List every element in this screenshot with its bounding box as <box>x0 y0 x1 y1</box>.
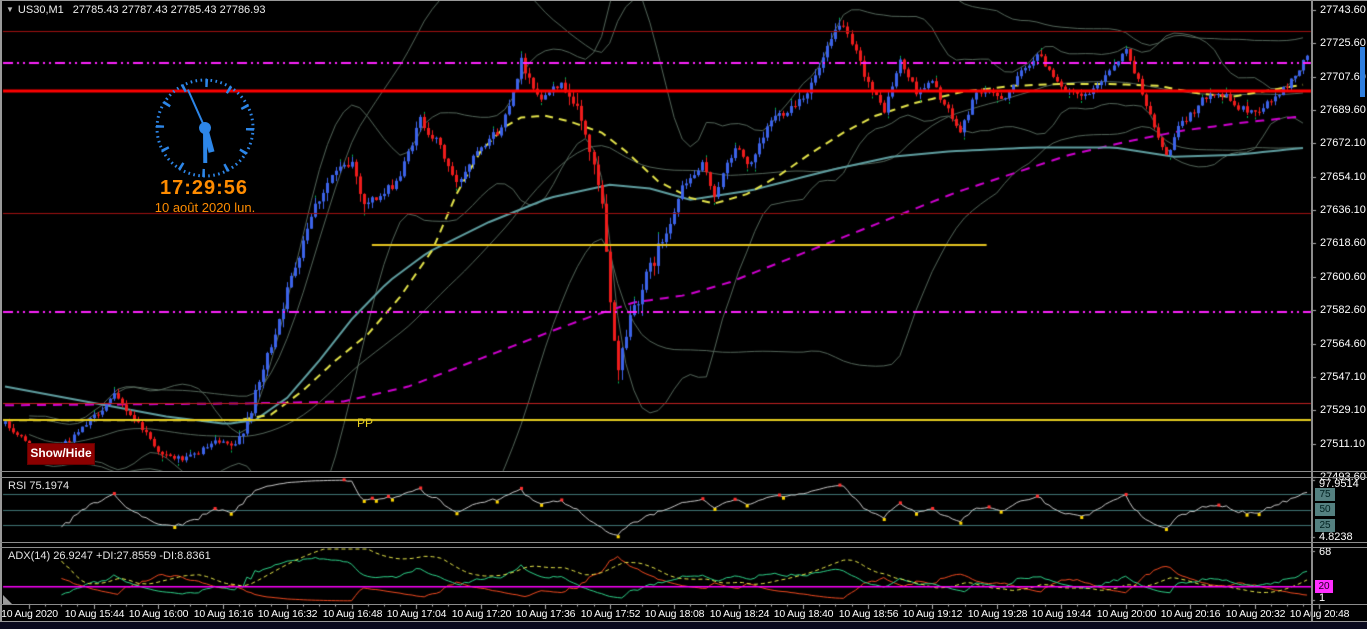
top-border <box>0 0 1367 1</box>
rsi-level-50-box: 50 <box>1315 503 1335 516</box>
adx-axis-max: 68 <box>1319 546 1332 558</box>
price-axis-label: 27725.60 <box>1320 36 1366 49</box>
main-rsi-splitter-bottom[interactable] <box>0 477 1367 478</box>
rsi-level-25-box: 25 <box>1315 519 1335 532</box>
time-axis-label: 10 Aug 17:20 <box>451 608 512 620</box>
rsi-level-75-box: 75 <box>1315 488 1335 501</box>
price-axis-label: 27600.60 <box>1320 270 1366 283</box>
time-axis-label: 10 Aug 20:16 <box>1160 608 1221 620</box>
time-axis-label: 10 Aug 19:28 <box>967 608 1028 620</box>
chart-title: ▼ US30,M1 27785.43 27787.43 27785.43 27786… <box>6 4 265 16</box>
clock-face-icon <box>155 78 255 178</box>
window-bottom-strip <box>0 622 1367 629</box>
scrollbar-thumb[interactable] <box>1360 47 1365 97</box>
time-axis-label: 10 Aug 17:04 <box>386 608 447 620</box>
symbol-dropdown-icon[interactable]: ▼ <box>6 5 14 14</box>
time-axis-label: 10 Aug 16:32 <box>257 608 318 620</box>
price-axis-label: 27654.10 <box>1320 170 1366 183</box>
price-axis-label: 27672.10 <box>1320 136 1366 149</box>
time-axis-label: 10 Aug 16:48 <box>322 608 383 620</box>
price-axis-label: 27529.10 <box>1320 403 1366 416</box>
main-rsi-splitter-top[interactable] <box>0 471 1367 472</box>
show-hide-button[interactable]: Show/Hide <box>27 443 95 465</box>
time-axis-label: 10 Aug 17:52 <box>580 608 641 620</box>
symbol-label: US30,M1 <box>17 4 64 16</box>
adx-level-20-box: 20 <box>1315 580 1333 593</box>
time-axis-label: 10 Aug 17:36 <box>515 608 576 620</box>
clock-digital-time: 17:29:56 <box>159 177 249 199</box>
time-axis-label: 10 Aug 20:32 <box>1225 608 1286 620</box>
price-axis-label: 27636.10 <box>1320 203 1366 216</box>
time-axis-label: 10 Aug 2020 <box>1 608 58 620</box>
time-axis-label: 10 Aug 19:44 <box>1031 608 1092 620</box>
price-axis-label: 27582.60 <box>1320 303 1366 316</box>
price-axis-label: 27511.10 <box>1320 437 1366 450</box>
time-axis-label: 10 Aug 18:24 <box>709 608 770 620</box>
time-axis-label: 10 Aug 20:00 <box>1096 608 1157 620</box>
panel-resize-grip-icon[interactable] <box>3 595 12 604</box>
rsi-axis-min: 4.8238 <box>1319 531 1353 543</box>
axis-separator[interactable] <box>1311 0 1313 621</box>
time-axis-label: 10 Aug 16:16 <box>193 608 254 620</box>
bottom-border <box>0 621 1367 622</box>
price-axis-label: 27618.60 <box>1320 236 1366 249</box>
time-axis-border <box>0 604 1367 605</box>
time-axis-label: 10 Aug 20:48 <box>1289 608 1350 620</box>
price-axis-label: 27564.60 <box>1320 337 1366 350</box>
time-axis-label: 10 Aug 16:00 <box>128 608 189 620</box>
rsi-axis-max: 97.9514 <box>1319 478 1359 490</box>
left-border <box>0 0 2 622</box>
price-axis-label: 27493.60 <box>1320 470 1366 483</box>
time-axis-label: 10 Aug 18:08 <box>644 608 705 620</box>
price-axis-label: 27689.60 <box>1320 103 1366 116</box>
adx-axis-min: 1 <box>1319 592 1326 604</box>
price-axis-label: 27743.60 <box>1320 3 1366 16</box>
adx-header: ADX(14) 26.9247 +DI:27.8559 -DI:8.8361 <box>8 550 211 562</box>
time-axis-label: 10 Aug 15:44 <box>64 608 125 620</box>
time-axis-label: 10 Aug 19:12 <box>902 608 963 620</box>
rsi-adx-splitter-bottom[interactable] <box>0 547 1367 548</box>
price-axis-label: 27707.60 <box>1320 70 1366 83</box>
rsi-adx-splitter-top[interactable] <box>0 542 1367 543</box>
pivot-line-label: PP <box>357 416 374 430</box>
ohlc-quote: 27785.43 27787.43 27785.43 27786.93 <box>72 4 266 16</box>
rsi-header: RSI 75.1974 <box>8 480 70 492</box>
time-axis-label: 10 Aug 18:56 <box>838 608 899 620</box>
clock-date: 10 août 2020 lun. <box>154 200 256 215</box>
time-axis-label: 10 Aug 18:40 <box>773 608 834 620</box>
price-axis-label: 27547.10 <box>1320 370 1366 383</box>
clock-indicator <box>152 75 258 181</box>
